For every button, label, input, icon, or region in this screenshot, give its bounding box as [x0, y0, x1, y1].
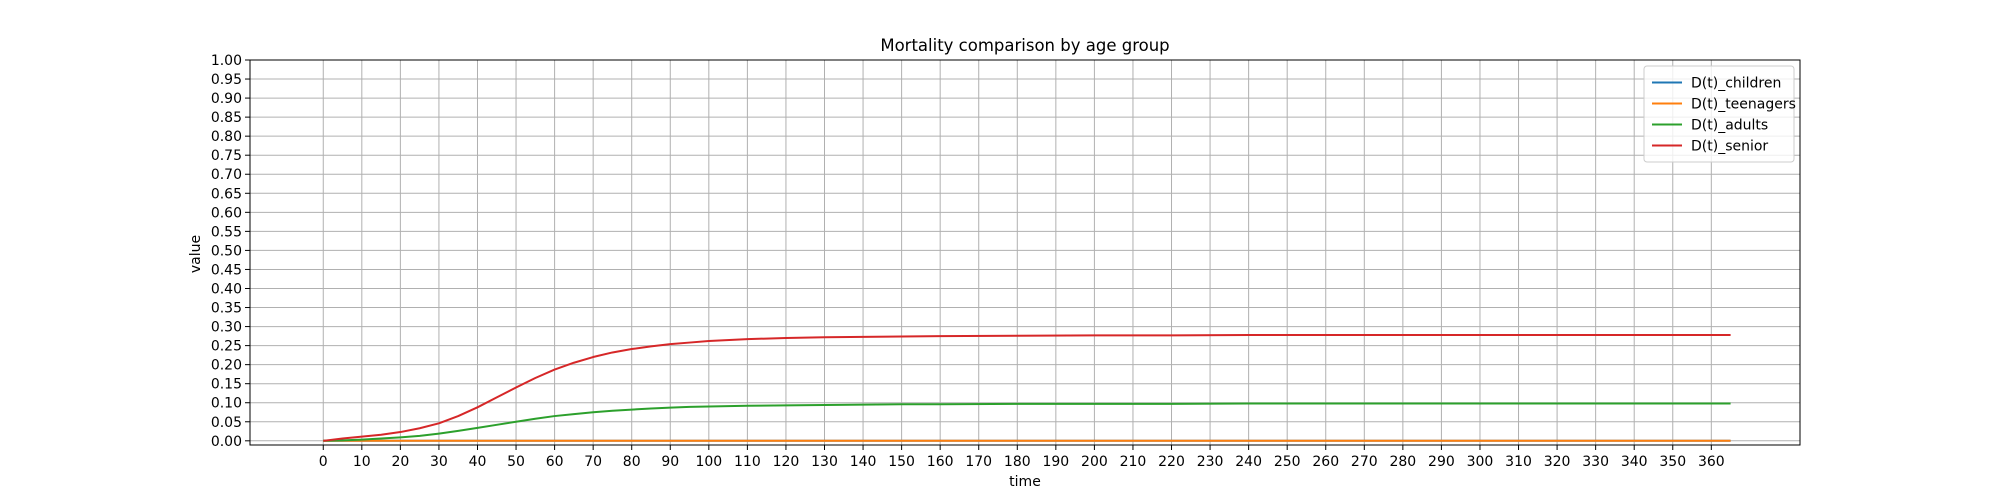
- y-tick-label: 0.40: [211, 281, 242, 297]
- x-tick-label: 10: [353, 454, 371, 470]
- y-axis-ticks: 0.00 0.05 0.10 0.15 0.20 0.25 0.30 0.35 0.40 0.45…: [211, 53, 250, 450]
- y-tick-label: 0.85: [211, 110, 242, 126]
- y-axis-label: value: [188, 235, 204, 273]
- legend-frame: [1643, 65, 1795, 163]
- x-tick-label: 220: [1158, 454, 1185, 470]
- y-tick-label: 0.35: [211, 301, 242, 317]
- grid: [250, 59, 1800, 445]
- x-tick-label: 280: [1389, 454, 1416, 470]
- x-tick-label: 200: [1081, 454, 1108, 470]
- x-tick-label: 140: [850, 454, 877, 470]
- x-axis-label: time: [1009, 474, 1041, 490]
- x-tick-label: 80: [623, 454, 641, 470]
- x-tick-label: 330: [1582, 454, 1609, 470]
- y-tick-label: 0.45: [211, 262, 242, 278]
- y-tick-label: 0.95: [211, 72, 242, 88]
- y-tick-label: 0.55: [211, 224, 242, 240]
- y-tick-label: 0.65: [211, 186, 242, 202]
- x-tick-label: 30: [430, 454, 448, 470]
- x-tick-label: 160: [927, 454, 954, 470]
- y-tick-label: 0.90: [211, 91, 242, 107]
- series-line-d-t-adults: [323, 402, 1731, 442]
- x-tick-label: 310: [1505, 454, 1532, 470]
- legend-label: D(t)_teenagers: [1691, 97, 1796, 113]
- x-tick-label: 300: [1467, 454, 1494, 470]
- x-tick-label: 290: [1428, 454, 1455, 470]
- x-tick-label: 180: [1004, 454, 1031, 470]
- y-tick-label: 0.10: [211, 396, 242, 412]
- series-lines: [323, 333, 1731, 442]
- x-tick-label: 270: [1351, 454, 1378, 470]
- y-tick-label: 0.75: [211, 148, 242, 164]
- y-tick-label: 0.00: [211, 434, 242, 450]
- x-tick-label: 240: [1235, 454, 1262, 470]
- x-tick-label: 360: [1698, 454, 1725, 470]
- y-tick-label: 0.30: [211, 320, 242, 336]
- y-tick-label: 0.25: [211, 339, 242, 355]
- x-tick-label: 340: [1621, 454, 1648, 470]
- x-tick-label: 250: [1274, 454, 1301, 470]
- y-tick-label: 0.15: [211, 377, 242, 393]
- y-tick-label: 0.20: [211, 358, 242, 374]
- legend-label: D(t)_senior: [1691, 139, 1768, 155]
- legend-label: D(t)_adults: [1691, 118, 1768, 134]
- plot-area-frame: [249, 59, 1801, 446]
- x-tick-label: 350: [1659, 454, 1686, 470]
- x-tick-label: 110: [734, 454, 761, 470]
- x-tick-label: 320: [1544, 454, 1571, 470]
- x-tick-label: 40: [469, 454, 487, 470]
- x-axis-ticks: 0 10 20 30 40 50 60 70 80 90 100 110 120 130 140 150 160…: [319, 445, 1725, 470]
- x-tick-label: 20: [391, 454, 409, 470]
- chart-title: Mortality comparison by age group: [880, 36, 1169, 55]
- y-tick-label: 0.50: [211, 243, 242, 259]
- y-tick-label: 1.00: [211, 53, 242, 69]
- x-tick-label: 130: [811, 454, 838, 470]
- x-tick-label: 230: [1197, 454, 1224, 470]
- y-tick-label: 0.05: [211, 415, 242, 431]
- x-tick-label: 150: [888, 454, 915, 470]
- x-tick-label: 190: [1042, 454, 1069, 470]
- x-tick-label: 60: [546, 454, 564, 470]
- y-tick-label: 0.60: [211, 205, 242, 221]
- x-tick-label: 170: [965, 454, 992, 470]
- x-tick-label: 210: [1120, 454, 1147, 470]
- y-tick-label: 0.70: [211, 167, 242, 183]
- y-tick-label: 0.80: [211, 129, 242, 145]
- x-tick-label: 0: [319, 454, 328, 470]
- x-tick-label: 260: [1312, 454, 1339, 470]
- x-tick-label: 120: [773, 454, 800, 470]
- x-tick-label: 50: [507, 454, 525, 470]
- x-tick-label: 90: [661, 454, 679, 470]
- series-line-d-t-senior: [323, 333, 1731, 442]
- x-tick-label: 70: [584, 454, 602, 470]
- x-tick-label: 100: [695, 454, 722, 470]
- legend: D(t)_children D(t)_teenagers D(t)_adults D(…: [1643, 65, 1796, 163]
- legend-label: D(t)_children: [1691, 76, 1781, 92]
